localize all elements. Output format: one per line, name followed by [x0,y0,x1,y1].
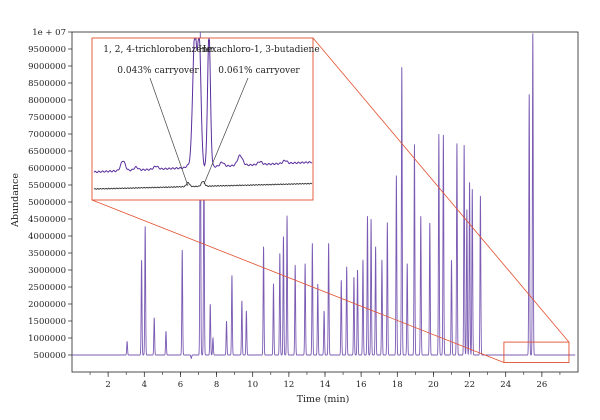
y-tick-label: 5500000 [28,181,66,191]
x-tick-label: 2 [105,380,110,390]
x-tick-label: 10 [247,380,258,390]
inset-annotation-label: Hexachloro-1, 3-butadiene [198,45,319,55]
y-tick-label: 8000000 [28,96,66,106]
y-tick-label: 3500000 [28,249,66,259]
inset-annotation-carryover: 0.061% carryover [218,66,300,76]
x-tick-label: 24 [500,380,511,390]
y-tick-label: 1000000 [28,334,66,344]
y-tick-label: 500000 [34,351,66,361]
inset-box [91,37,314,201]
inset-layer: 1, 2, 4-trichlorobenzene 0.043% carryover… [91,37,570,363]
y-tick-label: 7500000 [28,113,66,123]
series-layer [72,31,576,359]
y-tick-label: 4500000 [28,215,66,225]
y-tick-label: 9000000 [28,62,66,72]
annotation-pointer [203,77,249,185]
x-tick-label: 22 [464,380,475,390]
x-axis-title: Time (min) [297,394,350,405]
y-tick-label: 6500000 [28,147,66,157]
y-axis: 500000 1000000 1500000 2000000 2500000 300000… [28,28,72,361]
y-tick-label: 9500000 [28,45,66,55]
x-tick-label: 8 [214,380,219,390]
y-tick-label: 1e + 07 [32,28,66,38]
y-axis-title: Abundance [10,173,21,228]
series-line [72,31,576,359]
zoom-region-box [503,341,570,363]
x-tick-label: 4 [142,380,147,390]
inset-sample-trace [93,37,313,174]
inset-annotation-carryover: 0.043% carryover [117,66,199,76]
y-tick-label: 1500000 [28,317,66,327]
connector-line-top [312,37,570,343]
inset-blank-trace [93,181,313,190]
x-tick-label: 26 [536,380,547,390]
inset-annotation-label: 1, 2, 4-trichlorobenzene [103,45,212,55]
y-tick-label: 2500000 [28,283,66,293]
x-tick-label: 6 [178,380,183,390]
x-tick-label: 18 [392,380,403,390]
y-tick-label: 5000000 [28,198,66,208]
y-tick-label: 2000000 [28,300,66,310]
annotation-pointer [149,77,189,187]
connector-line-bottom [91,199,505,363]
x-tick-label: 12 [283,380,294,390]
y-tick-label: 4000000 [28,232,66,242]
x-tick-label: 14 [320,380,331,390]
y-tick-label: 3000000 [28,266,66,276]
y-tick-label: 8500000 [28,79,66,89]
x-tick-label: 16 [356,380,367,390]
x-axis: 2 4 6 8 10 12 14 16 18 20 22 24 26 [89,372,561,390]
y-tick-label: 7000000 [28,130,66,140]
y-tick-label: 6000000 [28,164,66,174]
x-tick-label: 20 [428,380,439,390]
